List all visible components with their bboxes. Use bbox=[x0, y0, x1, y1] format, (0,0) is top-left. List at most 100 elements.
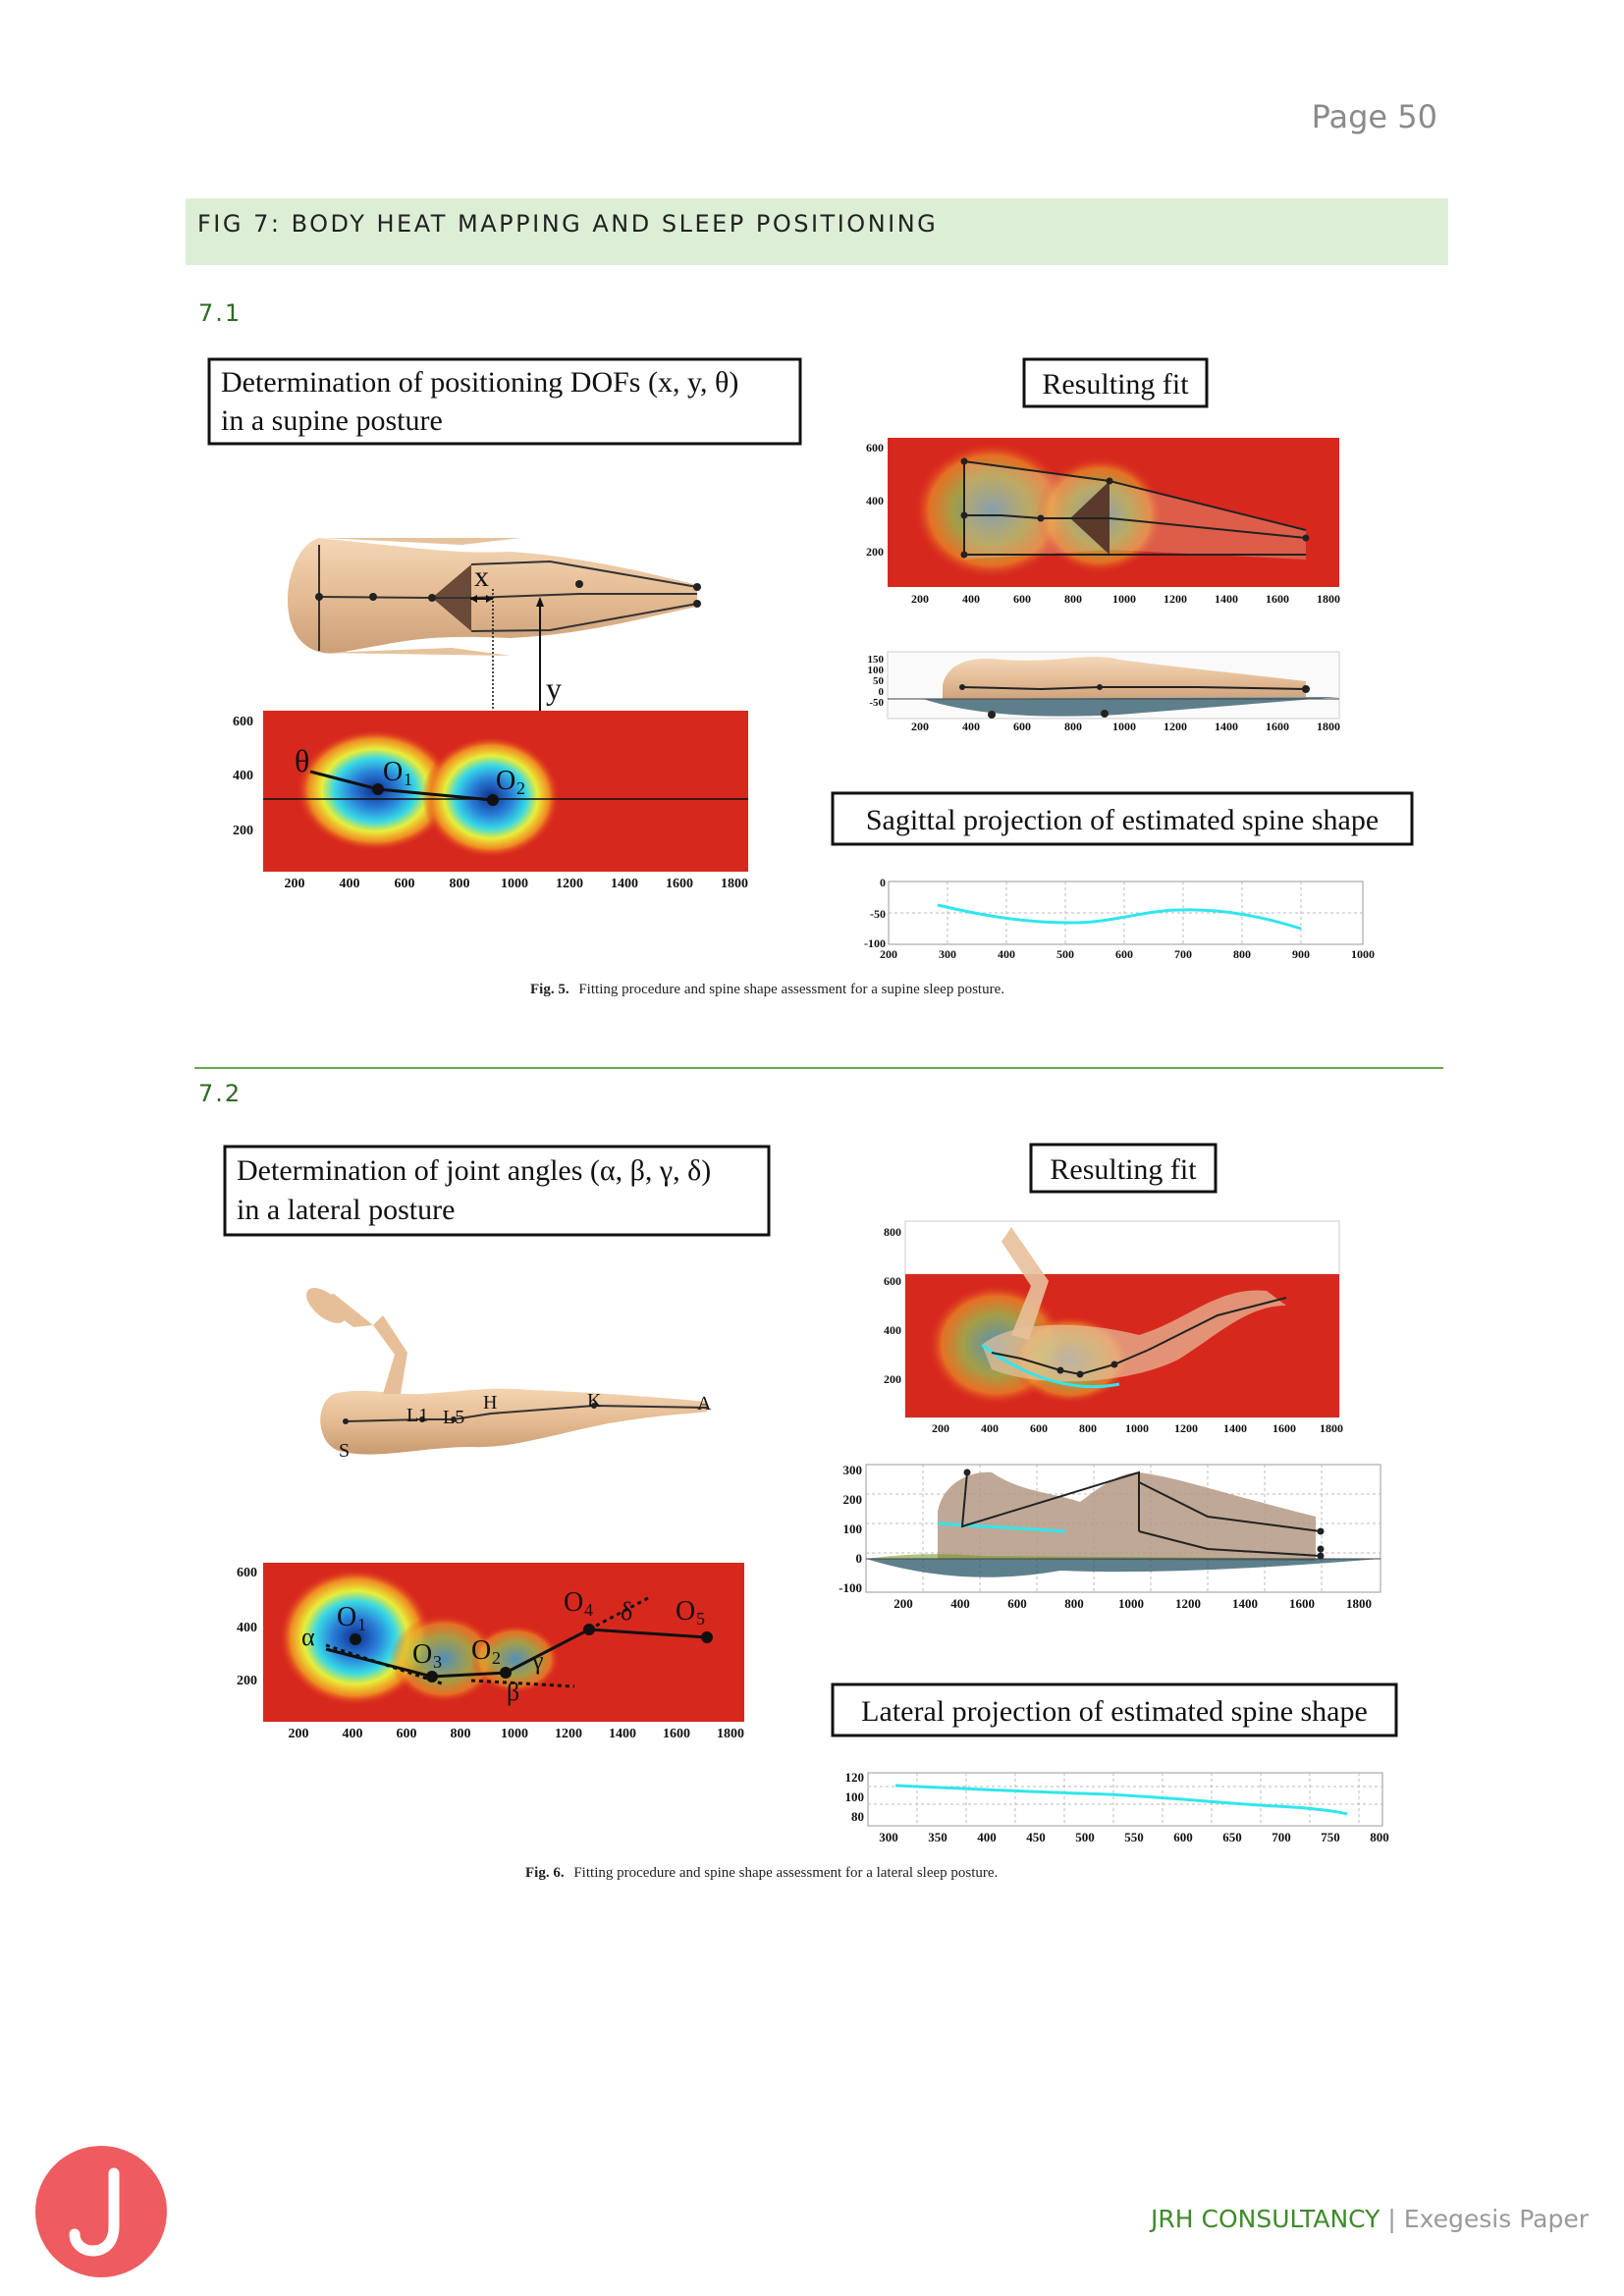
sagittal-title-box bbox=[831, 791, 1414, 846]
tick: -100 bbox=[839, 1580, 862, 1595]
tick: 1000 bbox=[1112, 592, 1136, 606]
tick: 400 bbox=[866, 494, 884, 507]
supine-fit-title: Resulting fit bbox=[1042, 368, 1189, 400]
tick: 100 bbox=[868, 665, 885, 676]
marker-beta: β bbox=[507, 1678, 519, 1706]
lateral-fit-title-box bbox=[1029, 1143, 1218, 1194]
lateral-fit-heatmap bbox=[904, 1220, 1340, 1418]
tick: 1200 bbox=[1164, 720, 1187, 733]
lateral-angles-title-line-2: in a lateral posture bbox=[237, 1194, 455, 1226]
tick: 200 bbox=[866, 545, 884, 559]
tick: 200 bbox=[893, 1596, 913, 1611]
caption-label: Fig. 5. bbox=[530, 982, 569, 997]
company-logo bbox=[35, 2146, 167, 2277]
label-s: S bbox=[339, 1440, 350, 1462]
tick: 1200 bbox=[556, 877, 583, 891]
tick: 1400 bbox=[1215, 720, 1238, 733]
tick: 800 bbox=[1370, 1830, 1389, 1844]
marker-gamma: γ bbox=[531, 1646, 544, 1675]
tick: 600 bbox=[395, 877, 415, 891]
tick: 200 bbox=[911, 592, 929, 606]
tick: 1400 bbox=[609, 1727, 636, 1741]
logo-letter-icon bbox=[69, 2167, 120, 2257]
tick: 1200 bbox=[1164, 592, 1187, 606]
tick: 600 bbox=[884, 1274, 901, 1288]
tick: 200 bbox=[911, 720, 929, 733]
marker-o1-sub: 1 bbox=[357, 1615, 366, 1634]
tick: 0 bbox=[880, 876, 886, 889]
tick: 1200 bbox=[555, 1727, 582, 1741]
tick: 800 bbox=[884, 1225, 901, 1239]
tick: -100 bbox=[864, 936, 886, 950]
tick: -50 bbox=[869, 697, 884, 709]
tick: 350 bbox=[928, 1830, 947, 1844]
tick: 200 bbox=[285, 877, 305, 891]
caption-text: Fitting procedure and spine shape assess… bbox=[573, 1865, 998, 1881]
tick: 700 bbox=[1272, 1830, 1291, 1844]
tick: 100 bbox=[843, 1522, 863, 1536]
lateral-heatmap-x-ticks: 200 400 600 800 1000 1200 1400 1600 1800 bbox=[289, 1727, 745, 1741]
tick: -50 bbox=[870, 907, 886, 921]
tick: 150 bbox=[868, 654, 885, 666]
lateral-heatmap-y-ticks: 600 400 200 bbox=[237, 1566, 257, 1688]
lateral-spine-x-ticks: 300 350 400 450 500 550 600 650 700 750 … bbox=[879, 1830, 1389, 1844]
section-divider bbox=[194, 1067, 1443, 1069]
figure-title: FIG 7: BODY HEAT MAPPING AND SLEEP POSIT… bbox=[197, 210, 939, 238]
page-number: Page 50 bbox=[1311, 98, 1437, 135]
lateral-body-model: L1 L5 H K A S bbox=[306, 1288, 712, 1462]
supine-fit-title-box bbox=[1022, 357, 1209, 408]
tick: 200 bbox=[932, 1421, 949, 1435]
marker-x: x bbox=[474, 561, 489, 593]
supine-dof-title-line-2: in a supine posture bbox=[221, 404, 443, 437]
figure-5-caption: Fig. 5. Fitting procedure and spine shap… bbox=[530, 982, 1004, 997]
tick: 1600 bbox=[663, 1727, 690, 1741]
tick: 600 bbox=[1013, 720, 1031, 733]
lateral-spine-plot bbox=[867, 1772, 1383, 1827]
sagittal-title: Sagittal projection of estimated spine s… bbox=[866, 804, 1379, 836]
tick: 300 bbox=[879, 1830, 898, 1844]
tick: 600 bbox=[1115, 947, 1133, 961]
label-l5: L5 bbox=[443, 1407, 464, 1428]
tick: 1000 bbox=[1351, 947, 1375, 961]
tick: 0 bbox=[856, 1551, 863, 1566]
sagittal-spine-x-ticks: 200 300 400 500 600 700 800 900 1000 bbox=[880, 947, 1375, 961]
tick: 400 bbox=[998, 947, 1015, 961]
tick: 800 bbox=[450, 877, 470, 891]
tick: 200 bbox=[289, 1727, 309, 1741]
marker-o3-sub: 3 bbox=[433, 1652, 442, 1672]
lateral-heatmap: α β γ δ O 1 O 3 O 2 O 4 O 5 bbox=[263, 1563, 744, 1722]
marker-o5: O bbox=[676, 1596, 695, 1627]
supine-fit-y-ticks: 600 400 200 bbox=[866, 441, 884, 559]
tick: 450 bbox=[1026, 1830, 1046, 1844]
tick: 400 bbox=[237, 1621, 257, 1635]
tick: 600 bbox=[1007, 1596, 1027, 1611]
tick: 800 bbox=[1064, 720, 1082, 733]
tick: 600 bbox=[1173, 1830, 1193, 1844]
tick: 600 bbox=[1013, 592, 1031, 606]
section-label-7-2: 7.2 bbox=[198, 1080, 243, 1107]
tick: 1600 bbox=[1272, 1421, 1296, 1435]
tick: 400 bbox=[962, 592, 980, 606]
marker-delta: δ bbox=[621, 1597, 632, 1626]
marker-o3: O bbox=[412, 1639, 432, 1670]
lateral-projection-title: Lateral projection of estimated spine sh… bbox=[861, 1695, 1368, 1728]
tick: 0 bbox=[879, 686, 885, 698]
marker-o2-sub: 2 bbox=[516, 778, 525, 798]
supine-heatmap-x-ticks: 200 400 600 800 1000 1200 1400 1600 1800 bbox=[285, 877, 749, 891]
footer-doc-type: Exegesis Paper bbox=[1403, 2205, 1589, 2233]
marker-theta: θ bbox=[295, 743, 309, 778]
tick: 400 bbox=[981, 1421, 999, 1435]
tick: 1200 bbox=[1175, 1596, 1201, 1611]
tick: 550 bbox=[1124, 1830, 1144, 1844]
supine-fit-x-ticks: 200 400 600 800 1000 1200 1400 1600 1800 bbox=[911, 592, 1340, 606]
tick: 1000 bbox=[1112, 720, 1136, 733]
footer: JRH CONSULTANCY | Exegesis Paper bbox=[1151, 2205, 1589, 2233]
sagittal-spine-plot bbox=[888, 881, 1364, 945]
tick: 1400 bbox=[1223, 1421, 1247, 1435]
supine-fit-heatmap bbox=[888, 438, 1339, 587]
tick: 1600 bbox=[1289, 1596, 1315, 1611]
lateral-spine-y-ticks: 120 100 80 bbox=[845, 1770, 865, 1824]
marker-o5-sub: 5 bbox=[696, 1609, 705, 1629]
marker-o1-sub: 1 bbox=[404, 770, 412, 789]
tick: 600 bbox=[233, 715, 253, 729]
